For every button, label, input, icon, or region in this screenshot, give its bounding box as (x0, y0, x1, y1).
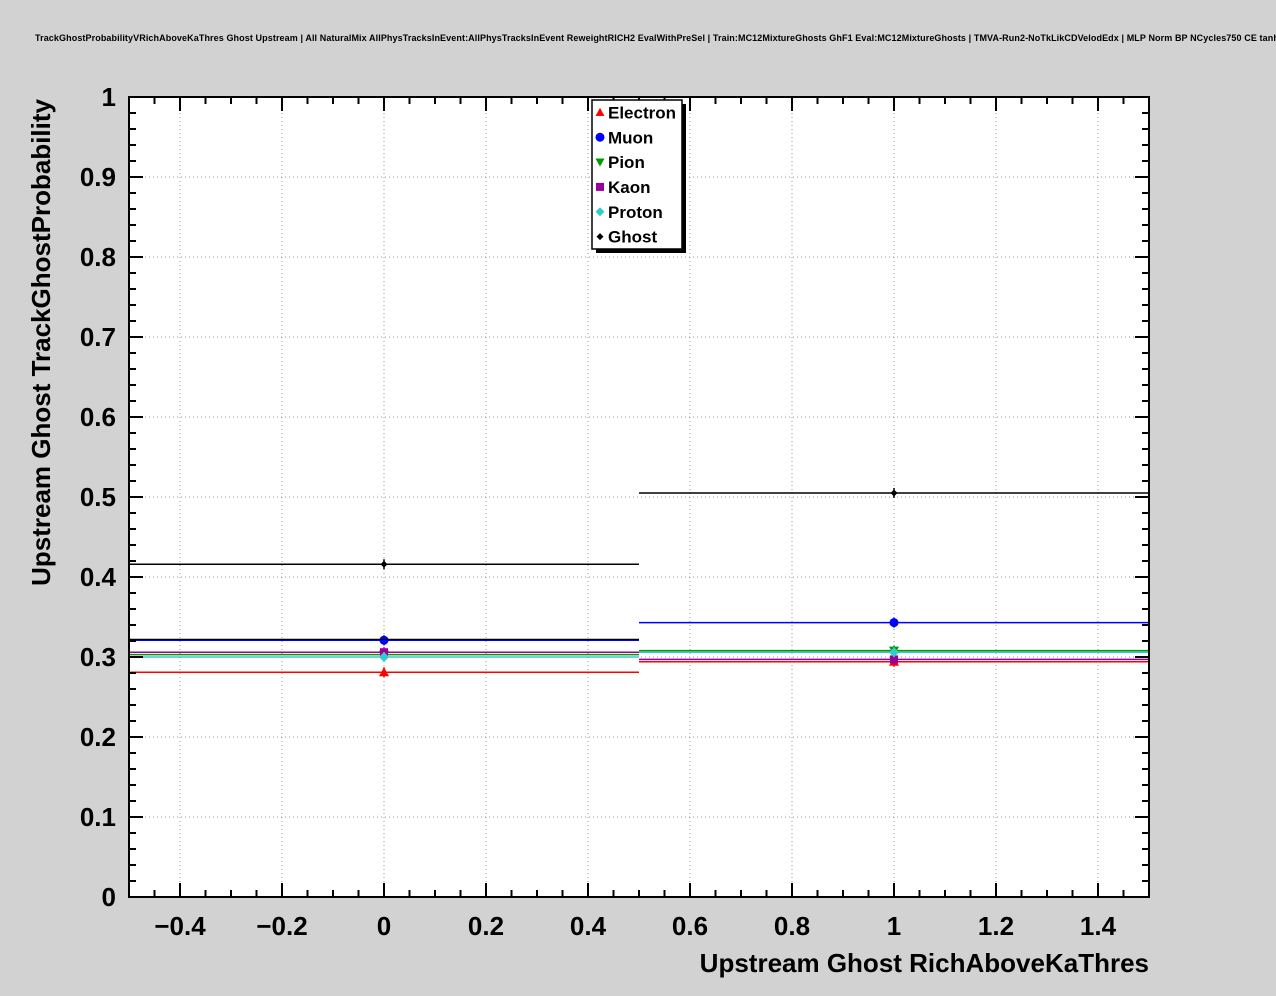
svg-text:1: 1 (102, 82, 116, 112)
plot-title: TrackGhostProbabilityVRichAboveKaThres G… (35, 33, 1276, 43)
svg-text:−0.4: −0.4 (154, 911, 206, 941)
legend-item-proton: Proton (595, 203, 663, 222)
svg-text:0: 0 (377, 911, 391, 941)
legend-label: Ghost (608, 228, 657, 247)
svg-text:0.1: 0.1 (80, 802, 116, 832)
svg-text:0.2: 0.2 (80, 722, 116, 752)
svg-text:0.4: 0.4 (570, 911, 607, 941)
legend-label: Electron (608, 103, 676, 122)
svg-text:0.8: 0.8 (774, 911, 810, 941)
svg-text:0.7: 0.7 (80, 322, 116, 352)
svg-text:0.8: 0.8 (80, 242, 116, 272)
svg-text:0.4: 0.4 (80, 562, 117, 592)
legend: Electron Muon Pion Kaon Proton Ghost (591, 99, 686, 253)
svg-text:0.9: 0.9 (80, 162, 116, 192)
series-proton (129, 647, 1149, 662)
y-axis-title: Upstream Ghost TrackGhostProbability (26, 98, 56, 585)
svg-text:0.3: 0.3 (80, 642, 116, 672)
electron-marker-icon (379, 667, 389, 677)
pion-legend-marker-icon (595, 158, 605, 167)
axis-ticks (128, 96, 1150, 898)
kaon-marker-icon (890, 655, 898, 664)
legend-item-kaon: Kaon (596, 178, 651, 197)
svg-text:1: 1 (887, 911, 901, 941)
kaon-legend-marker-icon (596, 182, 604, 191)
legend-item-electron: Electron (595, 103, 676, 122)
y-tick-labels: 0 0.1 0.2 0.3 0.4 0.5 0.6 0.7 0.8 0.9 1 (80, 82, 117, 912)
legend-label: Kaon (608, 178, 651, 197)
ghost-legend-marker-icon (596, 233, 604, 241)
svg-text:1.4: 1.4 (1080, 911, 1117, 941)
muon-marker-icon (379, 635, 389, 645)
svg-text:0.6: 0.6 (672, 911, 708, 941)
svg-text:0.5: 0.5 (80, 482, 116, 512)
svg-text:0.6: 0.6 (80, 402, 116, 432)
muon-marker-icon (889, 618, 899, 628)
series-ghost (129, 488, 1149, 570)
x-tick-labels: −0.4 −0.2 0 0.2 0.4 0.6 0.8 1 1.2 1.4 (154, 911, 1116, 941)
legend-label: Muon (608, 128, 653, 147)
svg-text:0.2: 0.2 (468, 911, 504, 941)
legend-item-pion: Pion (595, 153, 645, 172)
ghost-marker-icon (890, 489, 898, 497)
proton-legend-marker-icon (595, 207, 605, 217)
electron-legend-marker-icon (595, 107, 605, 117)
x-axis-title: Upstream Ghost RichAboveKaThres (700, 948, 1149, 978)
proton-marker-icon (889, 647, 899, 658)
proton-marker-icon (379, 652, 389, 662)
svg-text:1.2: 1.2 (978, 911, 1014, 941)
series-muon (129, 617, 1149, 646)
legend-label: Proton (608, 203, 663, 222)
legend-label: Pion (608, 153, 645, 172)
muon-legend-marker-icon (595, 132, 605, 142)
legend-item-muon: Muon (595, 128, 653, 147)
legend-item-ghost: Ghost (596, 228, 657, 247)
svg-text:0: 0 (102, 882, 116, 912)
svg-text:−0.2: −0.2 (256, 911, 307, 941)
ghost-marker-icon (380, 560, 388, 568)
